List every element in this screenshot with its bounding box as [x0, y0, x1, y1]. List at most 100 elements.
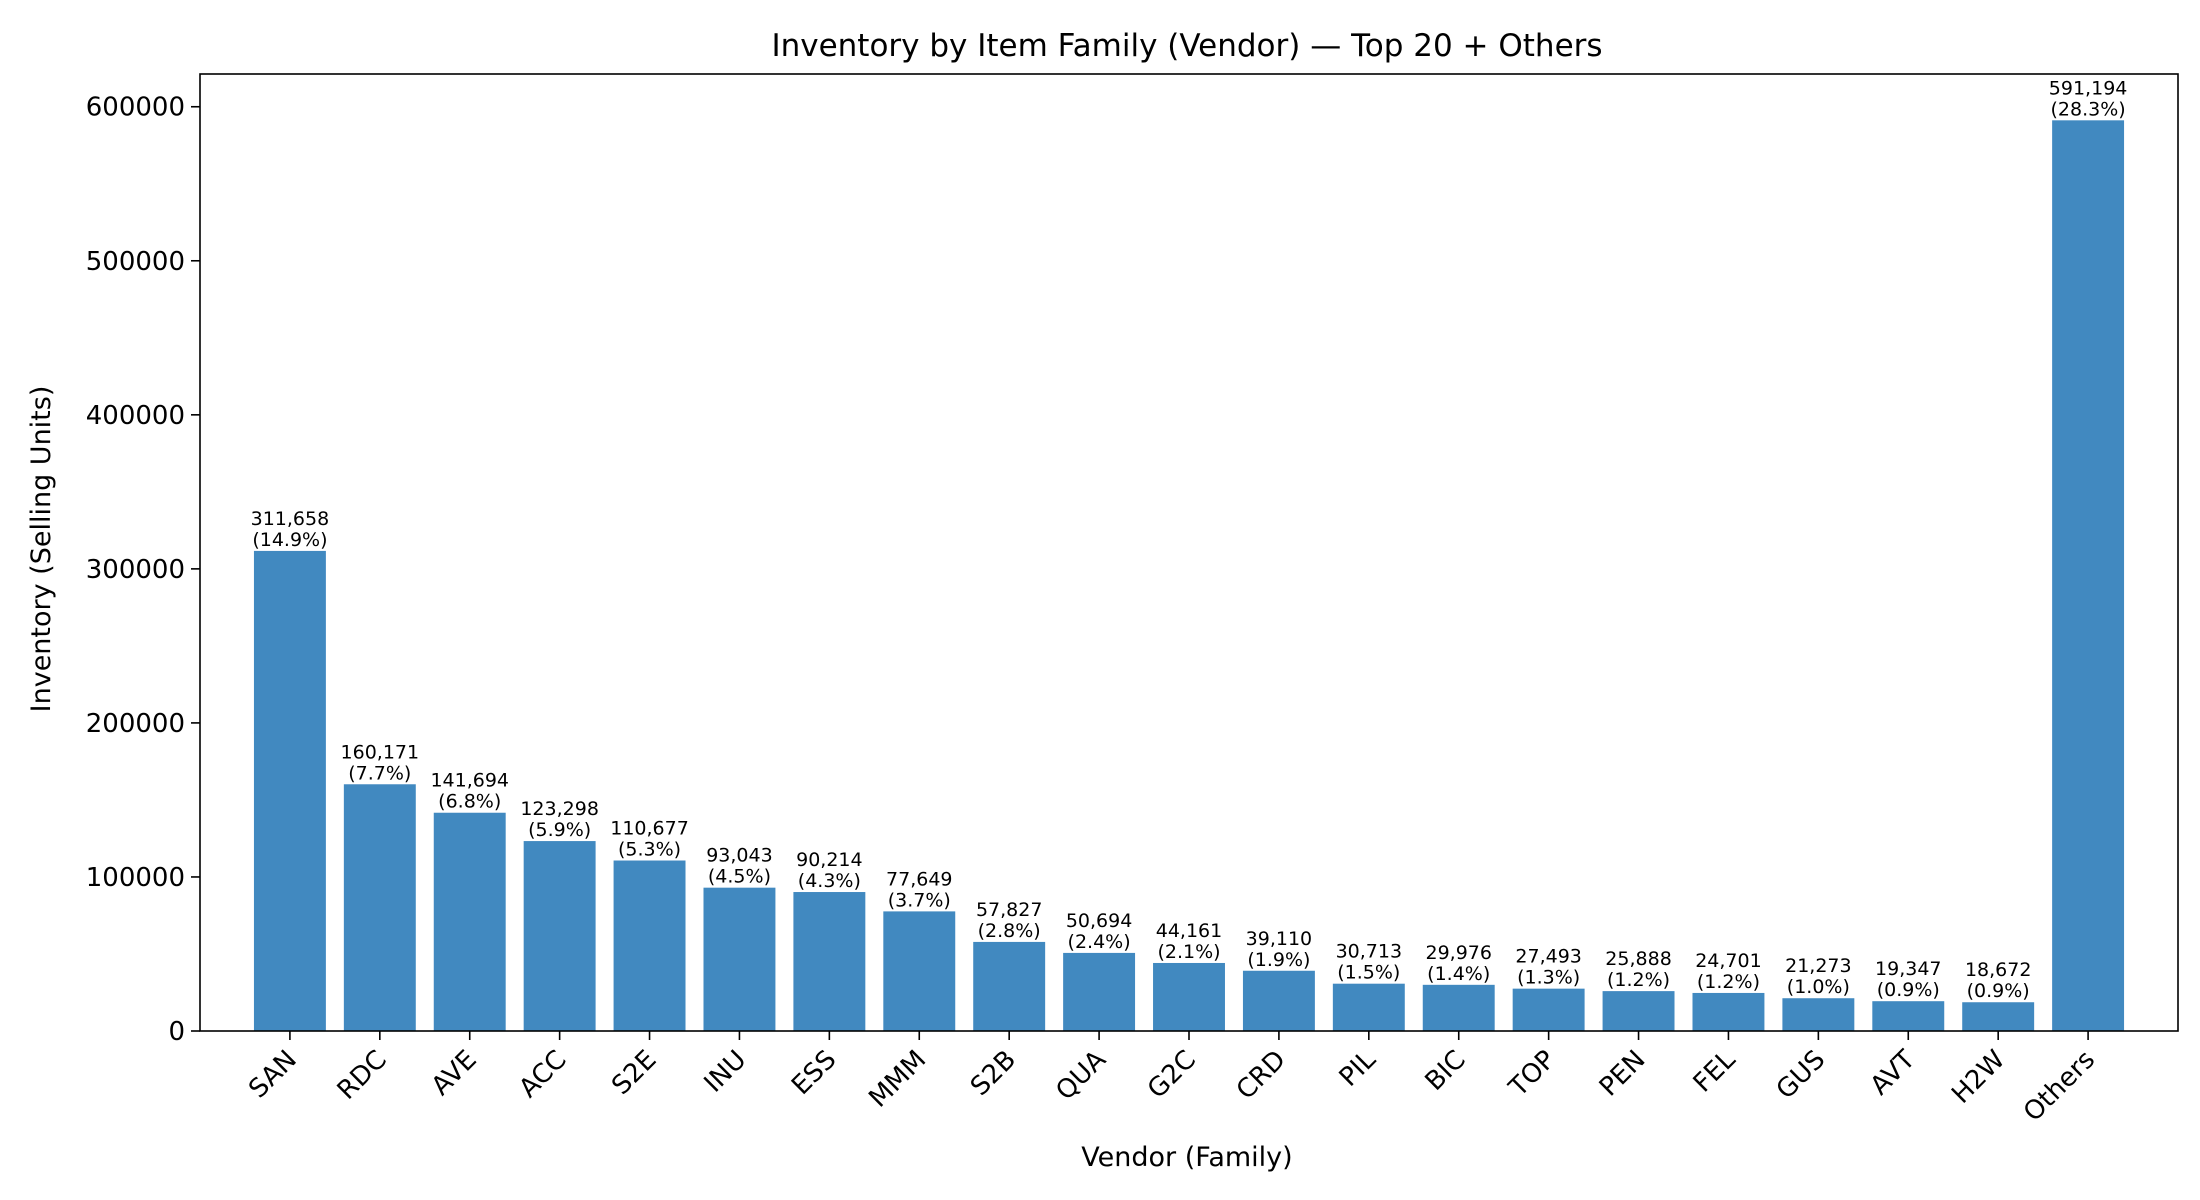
bar-qua	[1063, 952, 1136, 1031]
value-label-qua: 50,694	[1066, 910, 1132, 932]
x-tick-label-inu: INU	[699, 1045, 753, 1099]
chart-title: Inventory by Item Family (Vendor) — Top …	[771, 28, 1602, 64]
value-label-bic: 29,976	[1425, 942, 1491, 964]
bar-top	[1512, 988, 1585, 1031]
value-label-avt: 19,347	[1875, 958, 1941, 980]
value-label-ave: 141,694	[430, 770, 509, 792]
bar-g2c	[1153, 962, 1225, 1031]
percent-label-top: (1.3%)	[1517, 967, 1580, 989]
x-tick-label-ave: AVE	[426, 1045, 483, 1102]
value-label-top: 27,493	[1515, 946, 1581, 968]
y-tick-label: 600000	[86, 93, 185, 123]
y-tick-label: 400000	[86, 401, 185, 431]
bar-avt	[1872, 1001, 1945, 1031]
y-tick-label: 200000	[86, 709, 185, 739]
x-tick-label-gus: GUS	[1771, 1045, 1832, 1106]
value-label-g2c: 44,161	[1156, 920, 1222, 942]
value-label-acc: 123,298	[520, 798, 599, 820]
bar-ess	[793, 892, 866, 1031]
x-tick-label-crd: CRD	[1231, 1045, 1292, 1106]
percent-label-ave: (6.8%)	[438, 791, 501, 813]
percent-label-h2w: (0.9%)	[1967, 980, 2030, 1002]
bar-gus	[1782, 998, 1855, 1031]
bar-acc	[523, 841, 596, 1031]
value-label-inu: 93,043	[706, 845, 772, 867]
y-axis-title: Inventory (Selling Units)	[26, 386, 57, 713]
x-tick-label-pen: PEN	[1594, 1045, 1652, 1103]
bar-h2w	[1962, 1002, 2035, 1031]
value-label-san: 311,658	[251, 508, 330, 530]
percent-label-ess: (4.3%)	[798, 870, 861, 892]
bar-pil	[1332, 983, 1405, 1031]
x-tick-label-g2c: G2C	[1142, 1045, 1202, 1105]
value-label-ess: 90,214	[796, 849, 862, 871]
value-label-gus: 21,273	[1785, 955, 1851, 977]
bar-ave	[433, 812, 506, 1031]
percent-label-gus: (1.0%)	[1787, 976, 1850, 998]
bar-others	[2052, 120, 2125, 1031]
x-tick-label-h2w: H2W	[1946, 1045, 2011, 1110]
percent-label-others: (28.3%)	[2050, 98, 2125, 120]
percent-label-pen: (1.2%)	[1607, 969, 1670, 991]
value-label-others: 591,194	[2049, 77, 2128, 99]
y-axis: 0 100000 200000 300000 400000 500000 600000	[86, 93, 200, 1047]
bar-fel	[1692, 992, 1765, 1031]
percent-label-fel: (1.2%)	[1697, 971, 1760, 993]
x-tick-label-s2e: S2E	[606, 1045, 662, 1101]
y-tick-label: 300000	[86, 555, 185, 585]
percent-label-pil: (1.5%)	[1337, 962, 1400, 984]
percent-label-s2b: (2.8%)	[978, 920, 1041, 942]
x-tick-label-top: TOP	[1503, 1045, 1562, 1104]
value-label-h2w: 18,672	[1965, 959, 2031, 981]
percent-label-inu: (4.5%)	[708, 866, 771, 888]
percent-label-rdc: (7.7%)	[348, 762, 411, 784]
bars-layer	[253, 120, 2125, 1031]
bar-san	[253, 550, 326, 1031]
bar-rdc	[343, 784, 416, 1031]
x-tick-label-mmm: MMM	[863, 1045, 932, 1114]
x-tick-label-ess: ESS	[786, 1045, 842, 1101]
percent-label-mmm: (3.7%)	[888, 889, 951, 911]
x-tick-label-others: Others	[2018, 1045, 2101, 1128]
bar-s2b	[973, 941, 1046, 1031]
value-label-s2e: 110,677	[610, 818, 689, 840]
bar-inu	[703, 887, 776, 1031]
x-tick-label-s2b: S2B	[965, 1045, 1022, 1102]
bar-s2e	[613, 860, 686, 1031]
x-tick-label-pil: PIL	[1334, 1044, 1382, 1092]
percent-label-bic: (1.4%)	[1427, 963, 1490, 985]
y-tick-label: 0	[168, 1017, 185, 1047]
y-tick-label: 100000	[86, 863, 185, 893]
x-tick-label-fel: FEL	[1688, 1044, 1742, 1098]
x-tick-label-qua: QUA	[1050, 1045, 1112, 1107]
x-axis-title: Vendor (Family)	[1081, 1142, 1292, 1173]
value-label-crd: 39,110	[1246, 928, 1312, 950]
value-label-fel: 24,701	[1695, 950, 1761, 972]
percent-label-crd: (1.9%)	[1247, 949, 1310, 971]
x-tick-label-san: SAN	[243, 1045, 303, 1105]
percent-label-g2c: (2.1%)	[1157, 941, 1220, 963]
bar-bic	[1422, 984, 1495, 1031]
value-label-s2b: 57,827	[976, 899, 1042, 921]
value-label-pen: 25,888	[1605, 948, 1671, 970]
percent-label-san: (14.9%)	[252, 529, 327, 551]
x-tick-label-acc: ACC	[513, 1045, 572, 1104]
bar-pen	[1602, 991, 1675, 1031]
value-label-mmm: 77,649	[886, 868, 952, 890]
percent-label-acc: (5.9%)	[528, 819, 591, 841]
percent-label-s2e: (5.3%)	[618, 839, 681, 861]
y-tick-label: 500000	[86, 247, 185, 277]
x-tick-label-rdc: RDC	[332, 1045, 393, 1106]
x-axis: SAN RDC AVE ACC S2E INU ESS MMM S2B QUA G2C CRD PIL B…	[243, 1031, 2101, 1128]
percent-label-avt: (0.9%)	[1877, 979, 1940, 1001]
percent-label-qua: (2.4%)	[1068, 931, 1131, 953]
value-label-rdc: 160,171	[341, 741, 420, 763]
bar-mmm	[883, 911, 956, 1031]
value-label-pil: 30,713	[1336, 941, 1402, 963]
x-tick-label-avt: AVT	[1865, 1045, 1922, 1102]
x-tick-label-bic: BIC	[1420, 1045, 1472, 1097]
data-labels-layer: 311,658(14.9%) 160,171(7.7%) 141,694(6.8%)…	[251, 77, 2128, 1002]
bar-crd	[1242, 970, 1315, 1031]
